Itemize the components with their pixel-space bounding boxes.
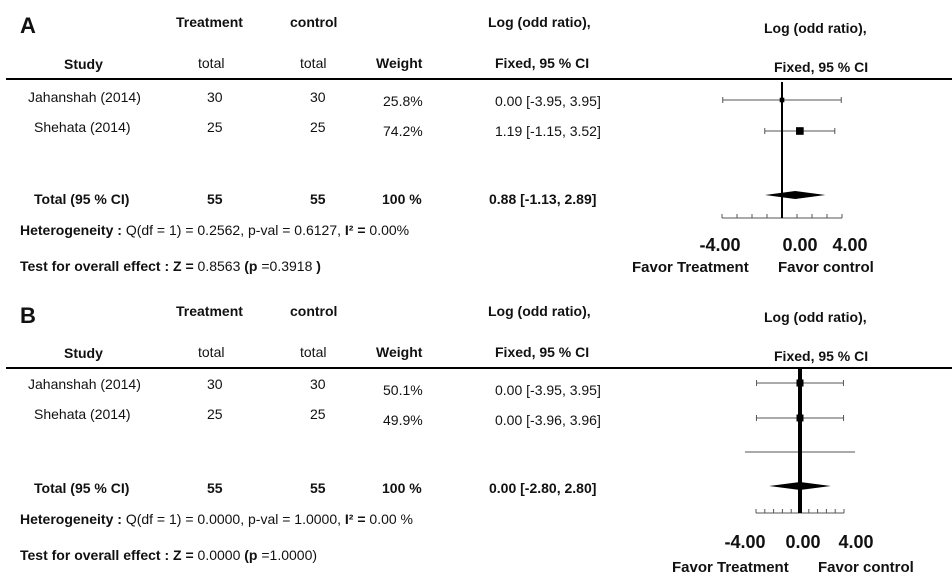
header-total-control: total bbox=[300, 55, 327, 71]
overall-effect-label: Test for overall effect : bbox=[20, 547, 170, 563]
i2-value: 0.00% bbox=[369, 222, 410, 238]
axis-tick-label: -4.00 bbox=[699, 235, 741, 255]
total-label: Total (95 % CI) bbox=[34, 480, 130, 496]
study-weight: 74.2% bbox=[383, 123, 423, 139]
favor-control-label: Favor control bbox=[778, 259, 874, 276]
header-weight: Weight bbox=[376, 55, 423, 71]
header-total-treatment: total bbox=[198, 55, 225, 71]
heterogeneity-label: Heterogeneity : bbox=[20, 222, 122, 238]
total-treatment: 55 bbox=[207, 480, 223, 496]
total-weight: 100 % bbox=[382, 191, 422, 207]
header-effect-line1: Log (odd ratio), bbox=[488, 303, 591, 319]
axis-tick-label: 0.00 bbox=[785, 532, 821, 552]
favor-treatment-label: Favor Treatment bbox=[632, 259, 749, 276]
z-label: Z = bbox=[173, 547, 194, 563]
study-total-control: 25 bbox=[310, 119, 326, 135]
study-total-treatment: 30 bbox=[207, 376, 223, 392]
study-total-treatment: 30 bbox=[207, 89, 223, 105]
header-effect-line1: Log (odd ratio), bbox=[488, 14, 591, 30]
study-name: Jahanshah (2014) bbox=[28, 89, 141, 105]
z-label: Z = bbox=[173, 258, 194, 274]
axis-tick-label: 0.00 bbox=[782, 235, 818, 255]
axis-tick-label: -4.00 bbox=[724, 532, 766, 552]
header-plot-line1: Log (odd ratio), bbox=[764, 20, 867, 36]
total-label: Total (95 % CI) bbox=[34, 191, 130, 207]
i2-label: I² = bbox=[344, 222, 366, 238]
z-value: 0.0000 bbox=[197, 547, 241, 563]
i2-label: I² = bbox=[344, 511, 366, 527]
total-control: 55 bbox=[310, 191, 326, 207]
header-treatment: Treatment bbox=[176, 14, 243, 30]
heterogeneity-line: Heterogeneity : Q(df = 1) = 0.2562, p-va… bbox=[20, 222, 409, 238]
forest-plot bbox=[745, 367, 855, 514]
header-rule bbox=[6, 78, 952, 80]
header-rule bbox=[6, 367, 952, 369]
header-plot-line2: Fixed, 95 % CI bbox=[774, 348, 869, 364]
study-total-treatment: 25 bbox=[207, 406, 223, 422]
p-close: ) bbox=[316, 258, 321, 274]
study-name: Shehata (2014) bbox=[34, 119, 131, 135]
total-ci: 0.00 [-2.80, 2.80] bbox=[489, 480, 597, 496]
i2-value: 0.00 % bbox=[369, 511, 414, 527]
study-weight: 50.1% bbox=[383, 382, 423, 398]
study-total-control: 30 bbox=[310, 89, 326, 105]
header-plot-line1: Log (odd ratio), bbox=[764, 309, 867, 325]
heterogeneity-text: Q(df = 1) = 0.2562, p-val = 0.6127, bbox=[125, 222, 342, 238]
header-study: Study bbox=[64, 56, 103, 72]
forest-panel-b: B Treatment control Log (odd ratio), Log… bbox=[0, 289, 952, 577]
header-weight: Weight bbox=[376, 344, 423, 360]
panel-label: B bbox=[20, 303, 36, 328]
study-weight: 49.9% bbox=[383, 412, 423, 428]
total-treatment: 55 bbox=[207, 191, 223, 207]
total-weight: 100 % bbox=[382, 480, 422, 496]
header-effect-line2: Fixed, 95 % CI bbox=[495, 344, 590, 360]
study-total-control: 30 bbox=[310, 376, 326, 392]
p-label: (p bbox=[244, 258, 258, 274]
panel-label: A bbox=[20, 13, 36, 38]
header-effect-line2: Fixed, 95 % CI bbox=[495, 55, 590, 71]
header-study: Study bbox=[64, 345, 103, 361]
study-weight: 25.8% bbox=[383, 93, 423, 109]
heterogeneity-text: Q(df = 1) = 0.0000, p-val = 1.0000, bbox=[125, 511, 342, 527]
header-control: control bbox=[290, 303, 338, 319]
header-control: control bbox=[290, 14, 338, 30]
study-total-control: 25 bbox=[310, 406, 326, 422]
study-ci: 0.00 [-3.95, 3.95] bbox=[495, 93, 601, 109]
axis-tick-label: 4.00 bbox=[832, 235, 868, 255]
total-ci: 0.88 [-1.13, 2.89] bbox=[489, 191, 597, 207]
study-ci: 0.00 [-3.96, 3.96] bbox=[495, 412, 601, 428]
favor-treatment-label: Favor Treatment bbox=[672, 559, 789, 576]
study-total-treatment: 25 bbox=[207, 119, 223, 135]
p-value: =1.0000) bbox=[261, 547, 318, 563]
heterogeneity-line: Heterogeneity : Q(df = 1) = 0.0000, p-va… bbox=[20, 511, 413, 527]
overall-effect-line: Test for overall effect : Z = 0.8563 (p … bbox=[20, 258, 321, 274]
total-control: 55 bbox=[310, 480, 326, 496]
study-name: Jahanshah (2014) bbox=[28, 376, 141, 392]
overall-effect-line: Test for overall effect : Z = 0.0000 (p … bbox=[20, 547, 317, 563]
forest-panel-a: A Treatment control Log (odd ratio), Log… bbox=[0, 0, 952, 288]
axis-tick-label: 4.00 bbox=[838, 532, 874, 552]
study-ci: 0.00 [-3.95, 3.95] bbox=[495, 382, 601, 398]
header-plot-line2: Fixed, 95 % CI bbox=[774, 59, 869, 75]
forest-plot bbox=[721, 82, 843, 219]
study-name: Shehata (2014) bbox=[34, 406, 131, 422]
overall-effect-label: Test for overall effect : bbox=[20, 258, 170, 274]
pooled-diamond bbox=[765, 191, 826, 199]
header-total-control: total bbox=[300, 344, 327, 360]
header-treatment: Treatment bbox=[176, 303, 243, 319]
p-value: =0.3918 bbox=[261, 258, 313, 274]
header-total-treatment: total bbox=[198, 344, 225, 360]
z-value: 0.8563 bbox=[197, 258, 241, 274]
p-label: (p bbox=[244, 547, 258, 563]
point-estimate bbox=[796, 127, 804, 135]
heterogeneity-label: Heterogeneity : bbox=[20, 511, 122, 527]
study-ci: 1.19 [-1.15, 3.52] bbox=[495, 123, 601, 139]
favor-control-label: Favor control bbox=[818, 559, 914, 576]
